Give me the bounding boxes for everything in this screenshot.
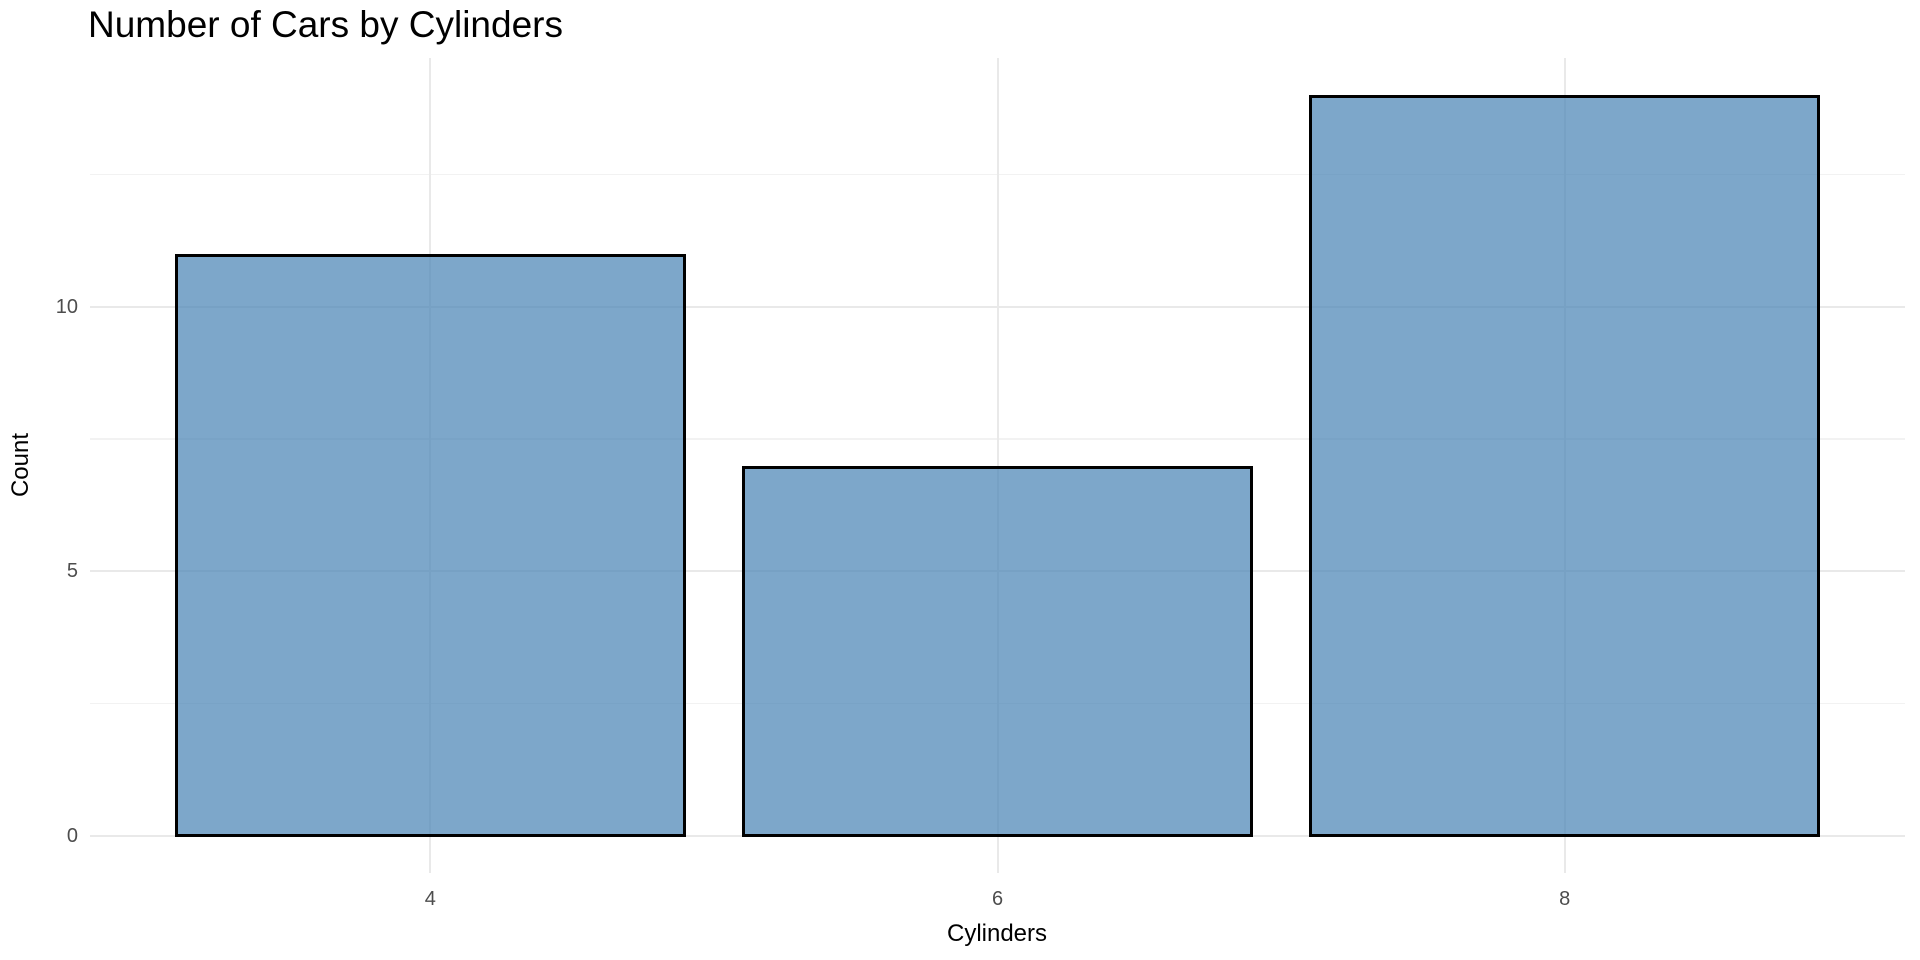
y-axis-title: Count — [7, 432, 34, 498]
bar-8-cylinders — [1309, 95, 1820, 838]
plot-panel — [90, 58, 1905, 873]
x-axis-title: Cylinders — [946, 920, 1048, 947]
bar-4-cylinders — [175, 253, 686, 838]
x-tick-label: 4 — [424, 888, 436, 910]
y-tick-label: 5 — [66, 560, 78, 583]
x-tick-label: 6 — [991, 888, 1004, 910]
chart-title: Number of Cars by Cylinders — [88, 4, 563, 45]
y-tick-label: 0 — [66, 824, 78, 847]
y-tick-label: 10 — [55, 295, 78, 318]
bar-6-cylinders — [742, 465, 1253, 838]
x-tick-label: 8 — [1559, 888, 1571, 910]
